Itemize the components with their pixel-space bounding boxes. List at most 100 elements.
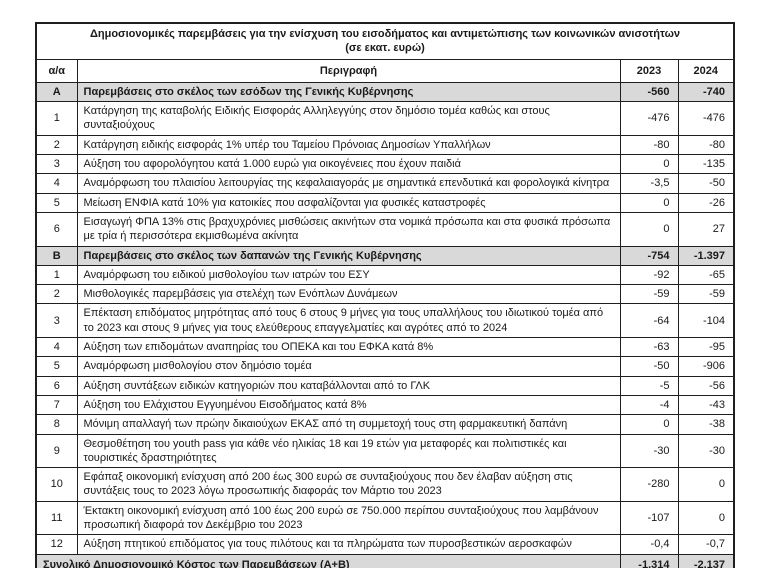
table-row: 6 Αύξηση συντάξεων ειδικών κατηγοριών που… [35,375,735,396]
fiscal-interventions-table: Δημοσιονομικές παρεμβάσεις για την ενίσχ… [35,22,736,568]
row-value-2024-cell: -104 [677,303,735,339]
column-header-description: Περιγραφή [76,58,621,83]
row-description-cell: Αύξηση πτητικού επιδόματος για τους πιλό… [76,534,621,555]
total-label: Συνολικό Δημοσιονομικό Κόστος των Παρεμβ… [35,553,621,568]
total-row: Συνολικό Δημοσιονομικό Κόστος των Παρεμβ… [35,553,735,568]
row-value-2024-cell: -65 [677,264,735,286]
row-description-cell: Αναμόρφωση του πλαισίου λειτουργίας της … [76,173,621,194]
table-row: 2 Μισθολογικές παρεμβάσεις για στελέχη τω… [35,284,735,305]
row-number-cell: 5 [35,192,78,213]
row-number-cell: 7 [35,394,78,416]
row-number-cell: Β [35,245,78,266]
row-number-cell: 6 [35,375,78,396]
table-row: 7 Αύξηση του Ελάχιστου Εγγυημένου Εισοδήμ… [35,394,735,416]
row-value-2023-cell: 0 [619,192,679,213]
row-value-2024-cell: -906 [677,356,735,377]
row-value-2024-cell: -38 [677,414,735,435]
row-value-2023-cell: -476 [619,101,679,136]
row-description-cell: Θεσμοθέτηση του youth pass για κάθε νέο … [76,433,621,469]
table-row: 1 Κατάργηση της καταβολής Ειδικής Εισφορά… [35,101,735,136]
row-value-2023-cell: -280 [619,467,679,502]
row-value-2024-cell: -1.397 [677,245,735,266]
row-description-cell: Έκτακτη οικονομική ενίσχυση από 100 έως … [76,500,621,536]
row-description-cell: Αύξηση συντάξεων ειδικών κατηγοριών που … [76,375,621,396]
row-value-2023-cell: 0 [619,154,679,175]
column-header-2023: 2023 [619,58,679,83]
row-value-2024-cell: -26 [677,192,735,213]
column-header-2024: 2024 [677,58,735,83]
table-row: 9 Θεσμοθέτηση του youth pass για κάθε νέο… [35,433,735,469]
row-value-2024-cell: -135 [677,154,735,175]
row-number-cell: 9 [35,433,78,469]
section-header-row: Β Παρεμβάσεις στο σκέλος των δαπανών της … [35,245,735,266]
table-row: 5 Αναμόρφωση μισθολογίου στον δημόσιο τομ… [35,356,735,377]
row-description-cell: Αναμόρφωση μισθολογίου στον δημόσιο τομέ… [76,356,621,377]
row-description-cell: Αύξηση του Ελάχιστου Εγγυημένου Εισοδήμα… [76,394,621,416]
row-number-cell: 1 [35,101,78,136]
row-number-cell: 6 [35,211,78,247]
row-description-cell: Αύξηση των επιδομάτων αναπηρίας του ΟΠΕΚ… [76,337,621,358]
row-value-2023-cell: 0 [619,414,679,435]
table-title-row: Δημοσιονομικές παρεμβάσεις για την ενίσχ… [35,22,735,60]
table-title-line2: (σε εκατ. ευρώ) [345,42,425,55]
table-row: 5 Μείωση ΕΝΦΙΑ κατά 10% για κατοικίες που… [35,192,735,213]
total-value-2023: -1.314 [619,553,679,568]
row-number-cell: 10 [35,467,78,502]
row-number-cell: 4 [35,173,78,194]
row-value-2024-cell: -80 [677,134,735,156]
row-value-2024-cell: -43 [677,394,735,416]
table-row: 4 Αναμόρφωση του πλαισίου λειτουργίας της… [35,173,735,194]
table-row: 3 Επέκταση επιδόματος μητρότητας από τους… [35,303,735,339]
row-value-2023-cell: -50 [619,356,679,377]
row-description-cell: Αναμόρφωση του ειδικού μισθολογίου των ι… [76,264,621,286]
table-row: 10 Εφάπαξ οικονομική ενίσχυση από 200 έως… [35,467,735,502]
row-description-cell: Παρεμβάσεις στο σκέλος των εσόδων της Γε… [76,81,621,103]
row-description-cell: Κατάργηση ειδικής εισφοράς 1% υπέρ του Τ… [76,134,621,156]
row-description-cell: Παρεμβάσεις στο σκέλος των δαπανών της Γ… [76,245,621,266]
row-value-2023-cell: -4 [619,394,679,416]
row-value-2023-cell: -59 [619,284,679,305]
row-description-cell: Αύξηση του αφορολόγητου κατά 1.000 ευρώ … [76,154,621,175]
row-value-2023-cell: 0 [619,211,679,247]
column-header-id: α/α [35,58,78,83]
row-value-2023-cell: -92 [619,264,679,286]
table-row: 12 Αύξηση πτητικού επιδόματος για τους πι… [35,534,735,555]
table-title-line1: Δημοσιονομικές παρεμβάσεις για την ενίσχ… [89,28,681,40]
column-header-row: α/α Περιγραφή 2023 2024 [35,58,735,83]
row-description-cell: Κατάργηση της καταβολής Ειδικής Εισφοράς… [76,101,621,136]
section-header-row: Α Παρεμβάσεις στο σκέλος των εσόδων της Γ… [35,81,735,103]
row-description-cell: Μόνιμη απαλλαγή των πρώην δικαιούχων ΕΚΑ… [76,414,621,435]
row-value-2024-cell: -0,7 [677,534,735,555]
row-value-2024-cell: 0 [677,467,735,502]
row-value-2023-cell: -560 [619,81,679,103]
table-row: 6 Εισαγωγή ΦΠΑ 13% στις βραχυχρόνιες μισθ… [35,211,735,247]
row-number-cell: 2 [35,134,78,156]
row-value-2023-cell: -64 [619,303,679,339]
row-value-2023-cell: -0,4 [619,534,679,555]
row-value-2024-cell: 0 [677,500,735,536]
table-row: 1 Αναμόρφωση του ειδικού μισθολογίου των … [35,264,735,286]
table-row: 2 Κατάργηση ειδικής εισφοράς 1% υπέρ του … [35,134,735,156]
row-value-2023-cell: -5 [619,375,679,396]
table-title: Δημοσιονομικές παρεμβάσεις για την ενίσχ… [35,22,735,60]
table-row: 4 Αύξηση των επιδομάτων αναπηρίας του ΟΠΕ… [35,337,735,358]
row-description-cell: Μισθολογικές παρεμβάσεις για στελέχη των… [76,284,621,305]
row-value-2023-cell: -80 [619,134,679,156]
row-number-cell: 11 [35,500,78,536]
row-value-2024-cell: -50 [677,173,735,194]
row-value-2023-cell: -3,5 [619,173,679,194]
row-value-2024-cell: -476 [677,101,735,136]
row-number-cell: 3 [35,154,78,175]
row-value-2023-cell: -107 [619,500,679,536]
row-number-cell: 1 [35,264,78,286]
row-number-cell: 2 [35,284,78,305]
row-number-cell: 4 [35,337,78,358]
row-value-2024-cell: -56 [677,375,735,396]
total-value-2024: -2.137 [677,553,735,568]
row-number-cell: Α [35,81,78,103]
table-row: 11 Έκτακτη οικονομική ενίσχυση από 100 έω… [35,500,735,536]
row-value-2024-cell: -740 [677,81,735,103]
row-value-2023-cell: -754 [619,245,679,266]
row-value-2024-cell: -30 [677,433,735,469]
